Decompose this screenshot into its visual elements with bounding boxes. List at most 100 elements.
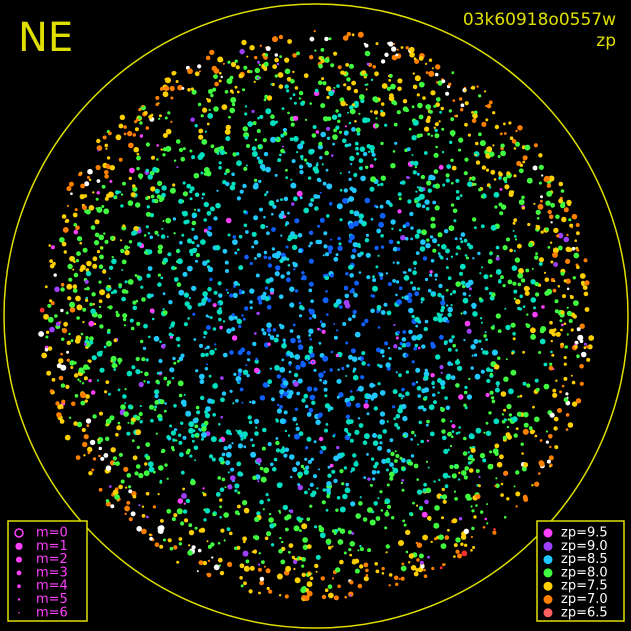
star-marker xyxy=(350,390,353,393)
star-marker xyxy=(460,534,467,540)
star-marker xyxy=(104,170,109,175)
star-marker xyxy=(390,219,396,225)
star-marker xyxy=(437,243,440,247)
star-marker xyxy=(352,314,356,319)
magnitude-label: m=5 xyxy=(36,592,68,607)
star-marker xyxy=(44,285,48,289)
star-marker xyxy=(198,134,204,140)
star-marker xyxy=(550,221,553,224)
star-marker xyxy=(236,160,242,167)
star-marker xyxy=(512,337,516,341)
star-marker xyxy=(361,361,366,366)
star-marker xyxy=(287,39,292,44)
star-marker xyxy=(49,299,53,303)
star-marker xyxy=(299,170,304,175)
star-marker xyxy=(411,154,414,156)
star-marker xyxy=(285,245,289,249)
star-marker xyxy=(437,252,441,256)
star-marker xyxy=(229,389,233,393)
star-marker xyxy=(258,63,261,66)
star-marker xyxy=(173,404,177,408)
star-marker xyxy=(445,374,451,381)
star-marker xyxy=(168,332,173,337)
star-marker xyxy=(98,264,104,270)
star-marker xyxy=(290,355,293,359)
star-marker xyxy=(566,396,569,399)
star-marker xyxy=(227,444,232,449)
star-marker xyxy=(219,516,222,519)
star-marker xyxy=(160,276,164,280)
star-marker xyxy=(252,341,257,347)
star-marker xyxy=(530,297,537,303)
star-marker xyxy=(382,429,388,434)
star-marker xyxy=(458,517,463,521)
star-marker xyxy=(286,77,292,82)
star-marker xyxy=(444,535,450,540)
star-marker xyxy=(113,338,118,343)
star-marker xyxy=(463,475,468,480)
star-marker xyxy=(358,218,364,224)
star-marker xyxy=(336,203,343,210)
star-marker xyxy=(90,225,96,230)
star-marker xyxy=(286,277,291,283)
star-marker xyxy=(108,277,111,280)
star-marker xyxy=(252,475,257,480)
star-marker xyxy=(118,157,123,162)
star-marker xyxy=(335,125,340,130)
star-marker xyxy=(343,131,349,136)
star-marker xyxy=(225,168,230,174)
star-marker xyxy=(503,376,509,382)
star-marker xyxy=(220,528,225,533)
star-marker xyxy=(555,331,561,337)
star-marker xyxy=(269,367,272,370)
star-marker xyxy=(366,83,369,86)
star-marker xyxy=(154,394,159,399)
star-marker xyxy=(454,464,460,469)
star-marker xyxy=(394,459,398,463)
star-marker xyxy=(459,97,463,101)
star-marker xyxy=(547,246,551,249)
star-marker xyxy=(531,484,534,487)
star-marker xyxy=(559,319,563,323)
star-marker xyxy=(401,562,405,566)
star-marker xyxy=(242,536,248,542)
star-marker xyxy=(234,510,240,515)
star-marker xyxy=(405,529,411,536)
star-marker xyxy=(269,523,275,529)
star-marker xyxy=(319,328,322,331)
star-marker xyxy=(178,542,183,546)
star-marker xyxy=(355,513,362,519)
star-marker xyxy=(77,378,80,381)
star-marker xyxy=(410,565,417,571)
star-marker xyxy=(441,295,445,299)
star-marker xyxy=(183,220,188,225)
star-marker xyxy=(219,498,223,502)
star-marker xyxy=(563,322,567,326)
star-marker xyxy=(410,237,414,241)
star-marker xyxy=(358,271,362,274)
star-marker xyxy=(570,226,574,229)
star-marker xyxy=(86,260,92,267)
star-marker xyxy=(283,131,288,136)
star-marker xyxy=(225,181,230,187)
star-marker xyxy=(323,370,326,374)
star-marker xyxy=(203,330,208,335)
star-marker xyxy=(256,457,262,464)
star-marker xyxy=(76,316,80,320)
star-marker xyxy=(120,193,124,196)
star-marker xyxy=(423,387,430,393)
star-marker xyxy=(205,352,209,357)
star-marker xyxy=(511,416,518,423)
star-marker xyxy=(173,71,177,75)
star-marker xyxy=(470,549,473,552)
star-marker xyxy=(450,117,455,122)
star-marker xyxy=(412,501,415,505)
star-marker xyxy=(96,145,103,151)
star-marker xyxy=(486,183,491,188)
star-marker xyxy=(289,509,294,514)
star-marker xyxy=(511,139,517,144)
star-marker xyxy=(293,381,299,387)
star-marker xyxy=(293,196,298,202)
star-marker xyxy=(419,187,424,193)
star-marker xyxy=(333,86,336,89)
